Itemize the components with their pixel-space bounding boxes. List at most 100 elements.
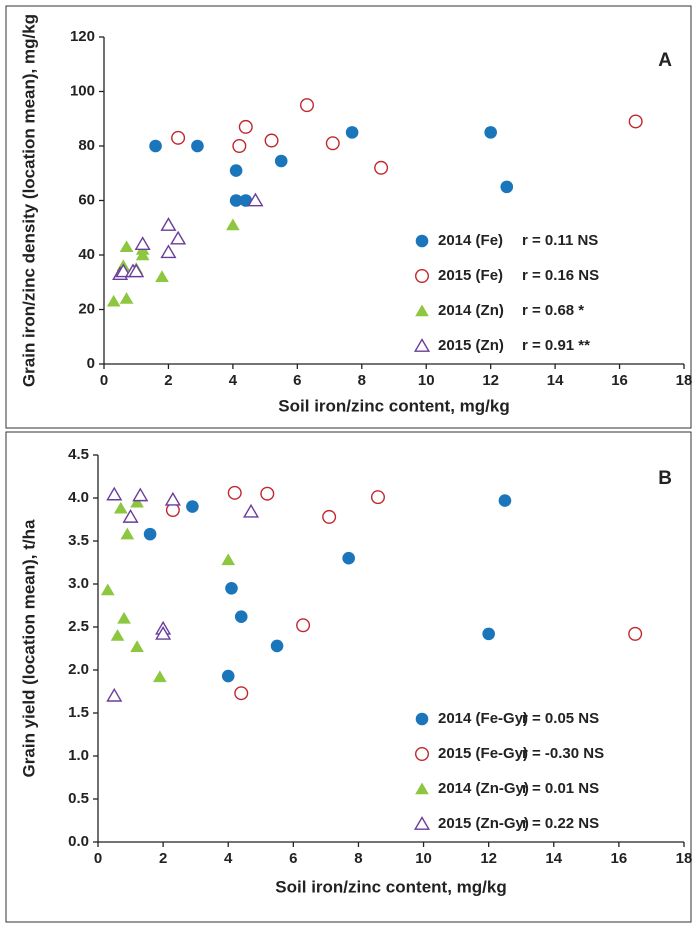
legend-marker bbox=[415, 712, 429, 726]
y-tick-label: 0.5 bbox=[68, 790, 89, 807]
point bbox=[221, 553, 236, 566]
point bbox=[160, 244, 177, 259]
x-tick-label: 4 bbox=[229, 372, 238, 389]
legend-note: r = 0.16 NS bbox=[522, 267, 599, 284]
point bbox=[110, 629, 125, 641]
point bbox=[165, 503, 180, 518]
point bbox=[130, 495, 144, 508]
x-tick-label: 18 bbox=[676, 372, 693, 389]
point bbox=[628, 626, 643, 641]
point bbox=[227, 485, 242, 500]
x-tick-label: 14 bbox=[545, 850, 562, 867]
point bbox=[325, 136, 340, 151]
point bbox=[345, 126, 359, 139]
point bbox=[135, 248, 150, 261]
x-tick-label: 10 bbox=[418, 372, 435, 389]
point bbox=[186, 500, 199, 513]
panel-frame bbox=[5, 5, 692, 429]
x-tick-label: 6 bbox=[289, 850, 297, 867]
x-tick-label: 2 bbox=[164, 372, 172, 389]
point bbox=[482, 627, 495, 641]
point bbox=[122, 509, 139, 523]
legend-note: r = 0.22 NS bbox=[522, 815, 599, 832]
point bbox=[132, 487, 149, 502]
panel-label: B bbox=[658, 468, 672, 489]
point bbox=[106, 294, 121, 307]
x-tick-label: 12 bbox=[480, 850, 497, 867]
y-tick-label: 1.0 bbox=[68, 747, 89, 764]
point bbox=[134, 236, 151, 251]
point bbox=[115, 263, 132, 278]
y-tick-label: 1.5 bbox=[68, 704, 89, 721]
point bbox=[130, 640, 144, 652]
y-tick-label: 120 bbox=[70, 28, 95, 45]
point bbox=[374, 160, 389, 175]
x-tick-label: 16 bbox=[611, 372, 628, 389]
legend-label: 2015 (Zn) bbox=[438, 337, 504, 354]
point bbox=[155, 625, 172, 640]
legend-marker bbox=[413, 816, 431, 830]
x-tick-label: 16 bbox=[611, 850, 628, 867]
panel-frame bbox=[5, 431, 692, 923]
x-axis-title: Soil iron/zinc content, mg/kg bbox=[278, 396, 509, 415]
point bbox=[128, 263, 145, 278]
y-tick-label: 20 bbox=[78, 300, 95, 317]
x-tick-label: 10 bbox=[415, 850, 432, 867]
point bbox=[160, 217, 177, 231]
point bbox=[153, 670, 167, 683]
point bbox=[484, 126, 497, 139]
y-tick-label: 3.0 bbox=[68, 575, 89, 592]
point bbox=[300, 98, 315, 113]
legend-note: r = 0.05 NS bbox=[522, 710, 599, 727]
point bbox=[229, 194, 243, 207]
point bbox=[498, 494, 512, 507]
legend-label: 2014 (Zn) bbox=[438, 302, 504, 319]
y-tick-label: 4.0 bbox=[68, 489, 89, 506]
point bbox=[106, 486, 123, 501]
point bbox=[170, 230, 187, 245]
legend-marker bbox=[415, 747, 430, 762]
x-tick-label: 6 bbox=[293, 372, 301, 389]
point bbox=[239, 194, 253, 207]
y-tick-label: 0 bbox=[87, 355, 95, 372]
point bbox=[296, 618, 311, 633]
x-axis-title: Soil iron/zinc content, mg/kg bbox=[275, 877, 506, 896]
point bbox=[226, 218, 240, 231]
point bbox=[155, 270, 169, 282]
point bbox=[119, 240, 134, 253]
y-tick-label: 40 bbox=[78, 246, 95, 263]
x-tick-label: 4 bbox=[224, 850, 233, 867]
point bbox=[232, 138, 247, 153]
point bbox=[270, 639, 284, 653]
point bbox=[119, 292, 134, 304]
x-tick-label: 8 bbox=[358, 372, 366, 389]
x-tick-label: 2 bbox=[159, 850, 167, 867]
legend-note: r = 0.91 ** bbox=[522, 337, 590, 354]
x-tick-label: 8 bbox=[354, 850, 362, 867]
x-tick-label: 12 bbox=[482, 372, 499, 389]
point bbox=[149, 139, 162, 153]
point bbox=[106, 687, 123, 702]
y-axis-title: Grain iron/zinc density (location mean),… bbox=[19, 14, 38, 387]
legend-marker bbox=[415, 304, 429, 317]
point bbox=[238, 119, 253, 134]
y-tick-label: 2.0 bbox=[68, 661, 89, 678]
legend-label: 2015 (Zn-Gy) bbox=[438, 815, 529, 832]
legend-label: 2015 (Fe) bbox=[438, 267, 503, 284]
point bbox=[234, 610, 248, 623]
point bbox=[164, 491, 181, 506]
y-tick-label: 4.5 bbox=[68, 446, 89, 463]
x-tick-label: 18 bbox=[676, 850, 693, 867]
x-tick-label: 14 bbox=[547, 372, 564, 389]
point bbox=[274, 154, 288, 168]
point bbox=[221, 669, 235, 683]
legend-note: r = 0.01 NS bbox=[522, 780, 599, 797]
point bbox=[120, 527, 135, 540]
legend-marker bbox=[413, 338, 431, 352]
y-tick-label: 0.0 bbox=[68, 833, 89, 850]
point bbox=[628, 114, 643, 129]
point bbox=[234, 686, 249, 701]
legend-label: 2014 (Fe-Gy) bbox=[438, 710, 528, 727]
point bbox=[171, 130, 186, 145]
